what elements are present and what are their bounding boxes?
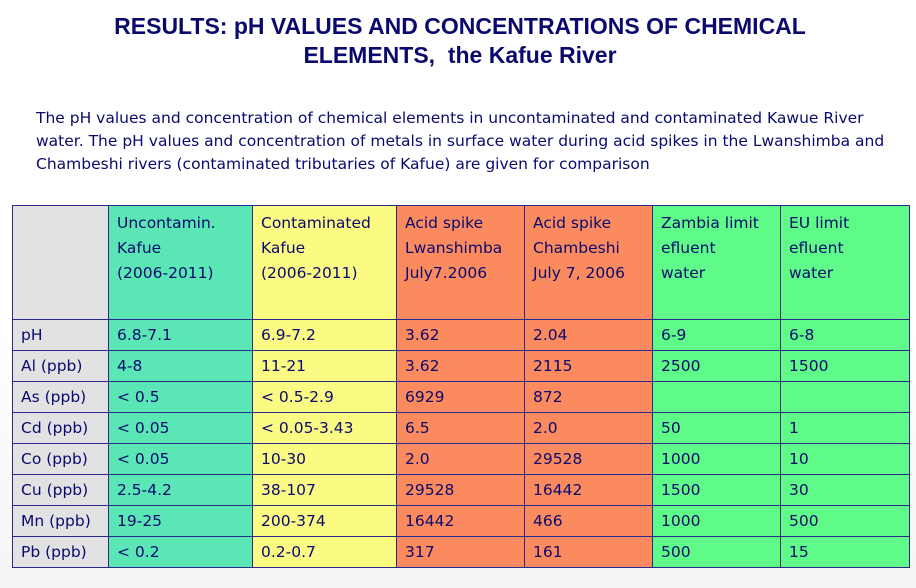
table-row: Cd (ppb) < 0.05 < 0.05-3.43 6.5 2.0 50 1 — [12, 412, 910, 444]
row-label-cell: pH — [12, 319, 109, 351]
contaminated-cell: 6.9-7.2 — [252, 319, 397, 351]
header-cell-zambia-limit: Zambia limit efluent water — [652, 205, 781, 320]
header-text: Zambia limit — [661, 214, 759, 232]
title-line-1: RESULTS: pH VALUES AND CONCENTRATIONS OF… — [114, 13, 806, 39]
uncontaminated-cell: 19-25 — [108, 505, 253, 537]
uncontaminated-cell: 4-8 — [108, 350, 253, 382]
title-line-2: ELEMENTS, the Kafue River — [303, 42, 617, 68]
eu-limit-cell: 1 — [780, 412, 910, 444]
table-row: Cu (ppb) 2.5-4.2 38-107 29528 16442 1500 30 — [12, 474, 910, 506]
header-text: (2006-2011) — [117, 264, 214, 282]
contaminated-cell: 10-30 — [252, 443, 397, 475]
uncontaminated-cell: 6.8-7.1 — [108, 319, 253, 351]
zambia-limit-cell: 500 — [652, 536, 781, 568]
chambeshi-cell: 161 — [524, 536, 653, 568]
header-text: Lwanshimba — [405, 239, 503, 257]
header-cell-lwanshimba: Acid spike Lwanshimba July7.2006 — [396, 205, 525, 320]
lwanshimba-cell: 3.62 — [396, 350, 525, 382]
uncontaminated-cell: < 0.2 — [108, 536, 253, 568]
table-row: As (ppb) < 0.5 < 0.5-2.9 6929 872 — [12, 381, 910, 413]
header-cell-uncontaminated: Uncontamin. Kafue (2006-2011) — [108, 205, 253, 320]
eu-limit-cell: 30 — [780, 474, 910, 506]
table-row: Al (ppb) 4-8 11-21 3.62 2115 2500 1500 — [12, 350, 910, 382]
header-text: Chambeshi — [533, 239, 620, 257]
contaminated-cell: 200-374 — [252, 505, 397, 537]
row-label-cell: Cu (ppb) — [12, 474, 109, 506]
header-text: Acid spike — [405, 214, 484, 232]
chambeshi-cell: 872 — [524, 381, 653, 413]
header-cell-chambeshi: Acid spike Chambeshi July 7, 2006 — [524, 205, 653, 320]
header-text: water — [789, 264, 834, 282]
contaminated-cell: < 0.05-3.43 — [252, 412, 397, 444]
chambeshi-cell: 2.0 — [524, 412, 653, 444]
lwanshimba-cell: 6.5 — [396, 412, 525, 444]
header-text: water — [661, 264, 706, 282]
header-text: efluent — [789, 239, 844, 257]
eu-limit-cell: 10 — [780, 443, 910, 475]
results-table: Uncontamin. Kafue (2006-2011) Contaminat… — [12, 205, 910, 568]
table-row: pH 6.8-7.1 6.9-7.2 3.62 2.04 6-9 6-8 — [12, 319, 910, 351]
zambia-limit-cell: 1000 — [652, 443, 781, 475]
eu-limit-cell: 500 — [780, 505, 910, 537]
contaminated-cell: 11-21 — [252, 350, 397, 382]
zambia-limit-cell: 1500 — [652, 474, 781, 506]
row-label-cell: Al (ppb) — [12, 350, 109, 382]
header-text: EU limit — [789, 214, 850, 232]
contaminated-cell: < 0.5-2.9 — [252, 381, 397, 413]
zambia-limit-cell: 1000 — [652, 505, 781, 537]
lwanshimba-cell: 2.0 — [396, 443, 525, 475]
header-cell-contaminated: Contaminated Kafue (2006-2011) — [252, 205, 397, 320]
header-text: July7.2006 — [405, 264, 488, 282]
lwanshimba-cell: 317 — [396, 536, 525, 568]
lwanshimba-cell: 3.62 — [396, 319, 525, 351]
header-text: July 7, 2006 — [533, 264, 625, 282]
table-row: Mn (ppb) 19-25 200-374 16442 466 1000 500 — [12, 505, 910, 537]
header-cell-eu-limit: EU limit efluent water — [780, 205, 910, 320]
chambeshi-cell: 29528 — [524, 443, 653, 475]
header-text: (2006-2011) — [261, 264, 358, 282]
eu-limit-cell: 1500 — [780, 350, 910, 382]
row-label-cell: Co (ppb) — [12, 443, 109, 475]
header-row: Uncontamin. Kafue (2006-2011) Contaminat… — [12, 205, 910, 320]
header-text: Uncontamin. — [117, 214, 216, 232]
lwanshimba-cell: 6929 — [396, 381, 525, 413]
zambia-limit-cell: 6-9 — [652, 319, 781, 351]
eu-limit-cell: 15 — [780, 536, 910, 568]
zambia-limit-cell: 50 — [652, 412, 781, 444]
eu-limit-cell — [780, 381, 910, 413]
header-text: efluent — [661, 239, 716, 257]
header-cell-label — [12, 205, 109, 320]
table-body: pH 6.8-7.1 6.9-7.2 3.62 2.04 6-9 6-8 Al (ppb) 4-… — [12, 319, 910, 568]
chambeshi-cell: 16442 — [524, 474, 653, 506]
eu-limit-cell: 6-8 — [780, 319, 910, 351]
slide-title: RESULTS: pH VALUES AND CONCENTRATIONS OF… — [20, 12, 900, 70]
lwanshimba-cell: 16442 — [396, 505, 525, 537]
header-text: Contaminated — [261, 214, 371, 232]
uncontaminated-cell: < 0.5 — [108, 381, 253, 413]
contaminated-cell: 38-107 — [252, 474, 397, 506]
row-label-cell: Mn (ppb) — [12, 505, 109, 537]
zambia-limit-cell — [652, 381, 781, 413]
contaminated-cell: 0.2-0.7 — [252, 536, 397, 568]
row-label-cell: As (ppb) — [12, 381, 109, 413]
lwanshimba-cell: 29528 — [396, 474, 525, 506]
uncontaminated-cell: 2.5-4.2 — [108, 474, 253, 506]
header-text: Acid spike — [533, 214, 612, 232]
row-label-cell: Cd (ppb) — [12, 412, 109, 444]
header-text: Kafue — [261, 239, 306, 257]
header-text: Kafue — [117, 239, 162, 257]
table-row: Co (ppb) < 0.05 10-30 2.0 29528 1000 10 — [12, 443, 910, 475]
chambeshi-cell: 2115 — [524, 350, 653, 382]
row-label-cell: Pb (ppb) — [12, 536, 109, 568]
zambia-limit-cell: 2500 — [652, 350, 781, 382]
intro-paragraph: The pH values and concentration of chemi… — [36, 109, 885, 173]
uncontaminated-cell: < 0.05 — [108, 412, 253, 444]
uncontaminated-cell: < 0.05 — [108, 443, 253, 475]
table-row: Pb (ppb) < 0.2 0.2-0.7 317 161 500 15 — [12, 536, 910, 568]
chambeshi-cell: 2.04 — [524, 319, 653, 351]
chambeshi-cell: 466 — [524, 505, 653, 537]
